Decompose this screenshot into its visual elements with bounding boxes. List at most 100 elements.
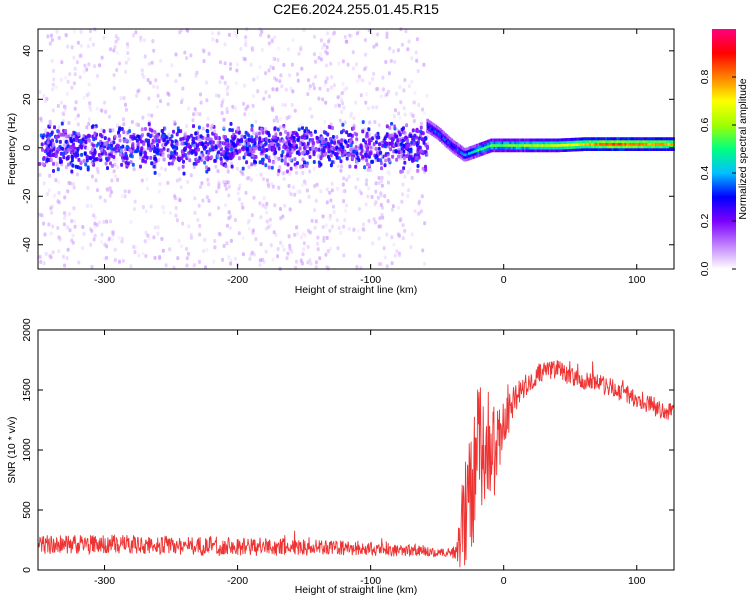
colorbar-tick-label: 0.0 (699, 262, 711, 277)
heat-cell (354, 185, 358, 190)
heat-cell (112, 155, 116, 159)
heat-cell (551, 141, 554, 145)
heat-cell (482, 146, 485, 150)
heat-cell (546, 149, 549, 153)
heat-cell (591, 140, 594, 143)
heat-cell (227, 152, 231, 157)
heat-cell (308, 87, 311, 91)
heat-cell (43, 232, 47, 237)
heat-cell (377, 146, 381, 151)
heat-cell (329, 153, 333, 158)
heat-cell (419, 148, 423, 153)
heat-cell (413, 133, 417, 138)
heat-cell (247, 218, 251, 223)
heat-cell (579, 145, 583, 149)
heat-cell (70, 219, 74, 224)
heat-cell (185, 247, 188, 251)
heat-cell (208, 148, 212, 153)
heat-cell (638, 145, 642, 149)
heat-cell (603, 140, 607, 143)
heat-cell (312, 86, 316, 91)
heat-cell (411, 113, 415, 118)
heat-cell (137, 134, 141, 139)
heat-cell (444, 135, 447, 139)
heat-cell (603, 148, 607, 151)
heat-cell (403, 174, 407, 179)
heat-cell (132, 167, 136, 172)
heat-cell (153, 130, 157, 134)
heat-cell (406, 47, 410, 52)
heat-cell (583, 145, 586, 149)
heat-cell (223, 80, 227, 85)
heat-cell (555, 143, 559, 147)
heat-cell (276, 58, 280, 62)
heat-cell (273, 35, 277, 40)
heat-cell (411, 128, 415, 133)
heat-cell (65, 91, 69, 96)
y-tick-label: 2000 (21, 318, 33, 342)
heat-cell (329, 137, 332, 141)
heat-cell (437, 137, 441, 141)
heat-cell (656, 142, 659, 146)
heat-cell (107, 144, 111, 148)
heat-cell (618, 142, 621, 146)
heat-cell (159, 99, 162, 104)
heat-cell (308, 106, 312, 111)
heat-cell (308, 230, 312, 235)
heat-cell (543, 141, 546, 145)
heat-cell (375, 105, 379, 110)
heat-cell (174, 52, 178, 57)
heat-cell (383, 136, 387, 141)
heat-cell (62, 222, 66, 227)
colorbar: 0.00.20.40.60.8 Normalized spectral ampl… (699, 29, 749, 276)
heat-cell (635, 140, 639, 143)
heat-cell (667, 137, 671, 141)
heat-cell (290, 62, 294, 67)
heat-cell (241, 172, 245, 177)
heat-cell (108, 193, 112, 198)
heat-cell (100, 55, 104, 60)
heat-cell (662, 145, 666, 149)
heat-cell (259, 242, 263, 247)
heat-cell (221, 150, 225, 155)
heat-cell (281, 139, 285, 144)
heat-cell (456, 145, 460, 149)
heat-cell (632, 140, 635, 143)
heat-cell (376, 32, 380, 37)
heat-cell (90, 147, 94, 152)
heat-cell (589, 148, 592, 151)
heat-cell (235, 68, 239, 73)
heat-cell (76, 113, 80, 118)
heat-cell (414, 50, 418, 55)
heat-cell (544, 149, 548, 153)
heat-cell (575, 148, 578, 152)
heat-cell (520, 149, 524, 153)
heat-cell (265, 178, 269, 183)
heat-cell (206, 133, 210, 138)
heat-cell (92, 237, 96, 242)
heat-cell (74, 164, 78, 169)
heat-cell (56, 226, 60, 230)
heat-cell (635, 145, 639, 149)
heat-cell (102, 219, 106, 224)
heat-cell (511, 141, 514, 145)
heat-cell (330, 181, 334, 186)
heat-cell (56, 167, 60, 172)
heat-cell (147, 61, 151, 66)
heat-cell (75, 60, 79, 65)
heat-cell (331, 126, 334, 130)
heat-cell (50, 33, 53, 38)
heat-cell (484, 140, 487, 144)
heat-cell (495, 149, 498, 153)
heat-cell (95, 143, 99, 148)
heat-cell (488, 144, 492, 148)
heat-cell (595, 142, 599, 146)
heat-cell (445, 134, 449, 138)
heat-cell (161, 248, 165, 253)
heat-cell (258, 258, 262, 263)
heat-cell (305, 188, 309, 193)
heat-cell (247, 133, 251, 138)
heat-cell (654, 148, 658, 151)
heat-cell (271, 161, 275, 165)
